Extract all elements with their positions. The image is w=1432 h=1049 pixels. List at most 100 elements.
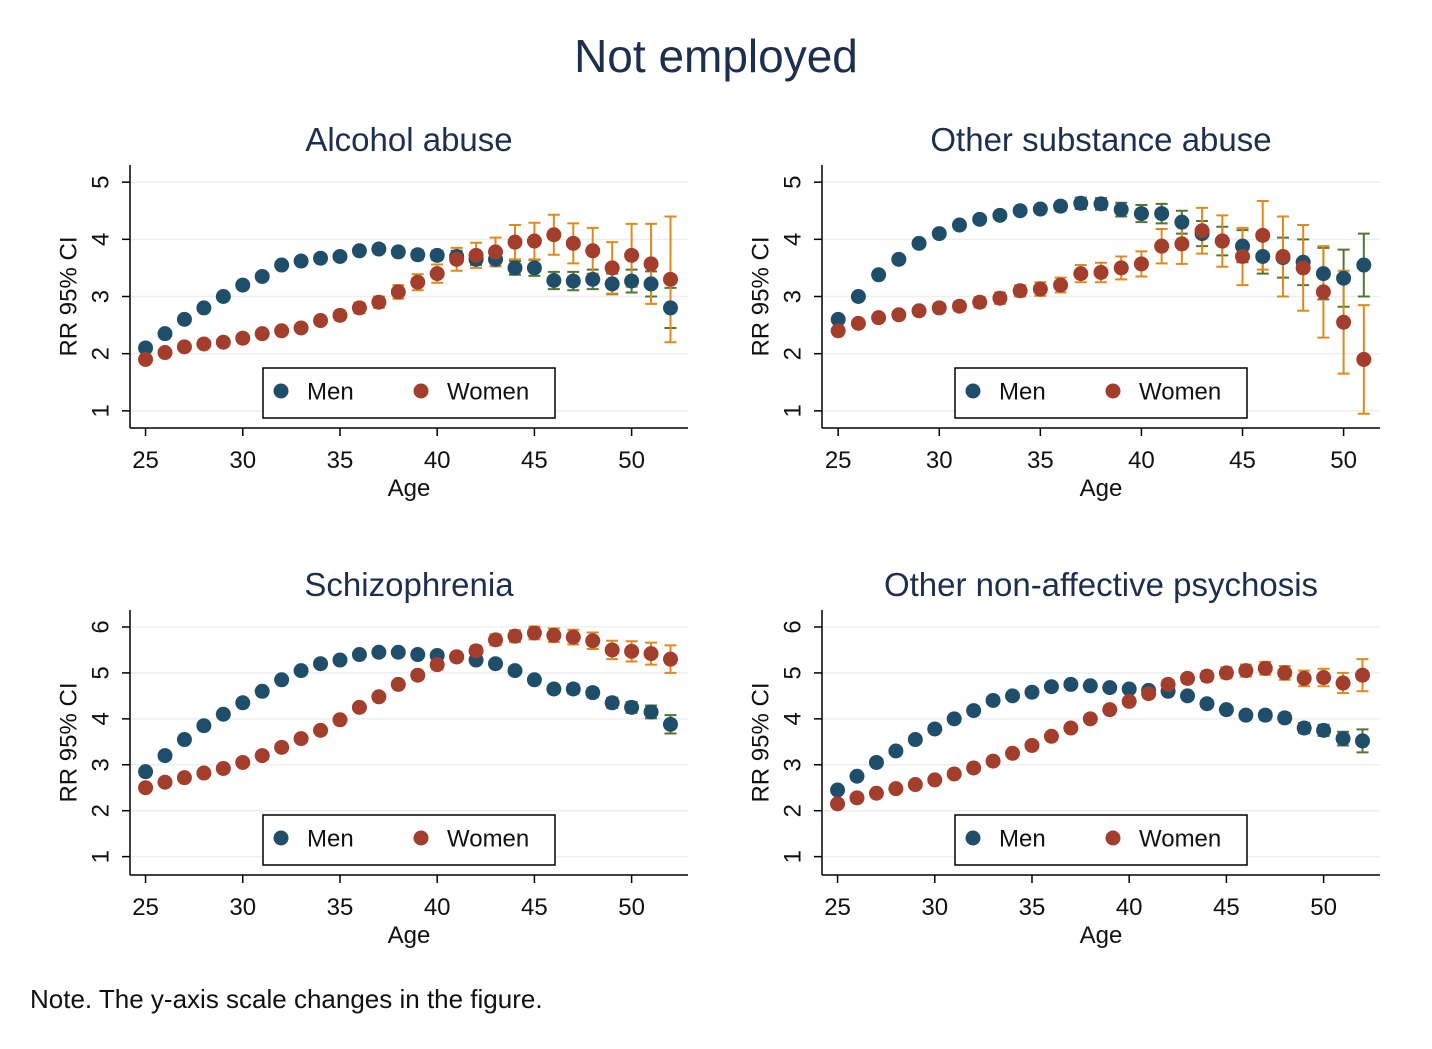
x-tick-label: 25	[825, 447, 852, 474]
legend-marker	[273, 830, 289, 846]
x-tick-label: 45	[1213, 894, 1240, 921]
point	[351, 699, 367, 715]
y-tick-label: 5	[779, 666, 806, 679]
point	[1238, 663, 1254, 679]
point	[293, 731, 309, 747]
x-axis-label: Age	[1080, 922, 1123, 949]
point	[390, 644, 406, 660]
point	[313, 250, 329, 266]
point	[888, 743, 904, 759]
y-tick-label: 1	[779, 404, 806, 417]
point	[274, 672, 290, 688]
point	[849, 790, 865, 806]
point	[643, 276, 659, 292]
x-tick-label: 25	[132, 447, 159, 474]
point	[1063, 720, 1079, 736]
y-axis-label: RR 95% CI	[747, 236, 774, 356]
point	[1316, 722, 1332, 738]
point	[1133, 206, 1149, 222]
point	[911, 235, 927, 251]
point	[351, 300, 367, 316]
point	[1113, 202, 1129, 218]
point	[972, 294, 988, 310]
point	[351, 647, 367, 663]
point	[1082, 678, 1098, 694]
point	[390, 244, 406, 260]
point	[410, 274, 426, 290]
point	[410, 667, 426, 683]
point	[1082, 711, 1098, 727]
point	[643, 704, 659, 720]
y-tick-label: 2	[87, 347, 114, 360]
point	[371, 689, 387, 705]
point	[176, 311, 192, 327]
point	[1012, 283, 1028, 299]
point	[1121, 681, 1137, 697]
point	[371, 644, 387, 660]
point	[643, 256, 659, 272]
point	[1315, 284, 1331, 300]
x-tick-label: 30	[926, 447, 953, 474]
point	[468, 247, 484, 263]
point	[468, 643, 484, 659]
point	[429, 247, 445, 263]
point	[624, 699, 640, 715]
point	[1335, 675, 1351, 691]
point	[235, 754, 251, 770]
point	[235, 277, 251, 293]
point	[992, 290, 1008, 306]
point	[850, 289, 866, 304]
point	[313, 656, 329, 672]
point	[332, 248, 348, 264]
point	[1141, 686, 1157, 702]
point	[1113, 260, 1129, 276]
y-tick-label: 4	[779, 233, 806, 246]
y-tick-label: 6	[87, 620, 114, 633]
point	[546, 272, 562, 288]
legend-entry: Men	[999, 825, 1046, 852]
point	[332, 307, 348, 323]
point	[663, 716, 679, 732]
point	[1235, 248, 1251, 264]
point	[546, 227, 562, 243]
x-tick-label: 35	[1019, 894, 1046, 921]
point	[868, 785, 884, 801]
legend-entry: Women	[1139, 825, 1221, 852]
point	[931, 226, 947, 242]
point	[1235, 238, 1251, 254]
point	[254, 683, 270, 699]
point	[526, 625, 542, 641]
panel-title: Other substance abuse	[930, 121, 1271, 158]
point	[663, 651, 679, 667]
point	[1102, 680, 1118, 696]
point	[526, 233, 542, 249]
point	[449, 251, 465, 267]
point	[1102, 702, 1118, 718]
legend-box	[262, 814, 556, 866]
point	[410, 647, 426, 663]
point	[604, 695, 620, 711]
point	[1024, 737, 1040, 753]
point	[526, 260, 542, 276]
point	[254, 748, 270, 764]
panel-title: Other non-affective psychosis	[884, 566, 1318, 603]
point	[1356, 257, 1372, 273]
x-tick-label: 25	[824, 894, 851, 921]
legend-box	[262, 367, 556, 419]
point	[1154, 238, 1170, 254]
point	[888, 781, 904, 797]
point	[1218, 665, 1234, 681]
point	[1160, 676, 1176, 692]
point	[254, 326, 270, 342]
point	[390, 676, 406, 692]
point	[176, 732, 192, 748]
point	[850, 315, 866, 331]
y-tick-label: 4	[87, 233, 114, 246]
point	[1012, 203, 1028, 219]
point	[565, 681, 581, 697]
y-tick-label: 4	[779, 712, 806, 725]
point	[1024, 684, 1040, 700]
